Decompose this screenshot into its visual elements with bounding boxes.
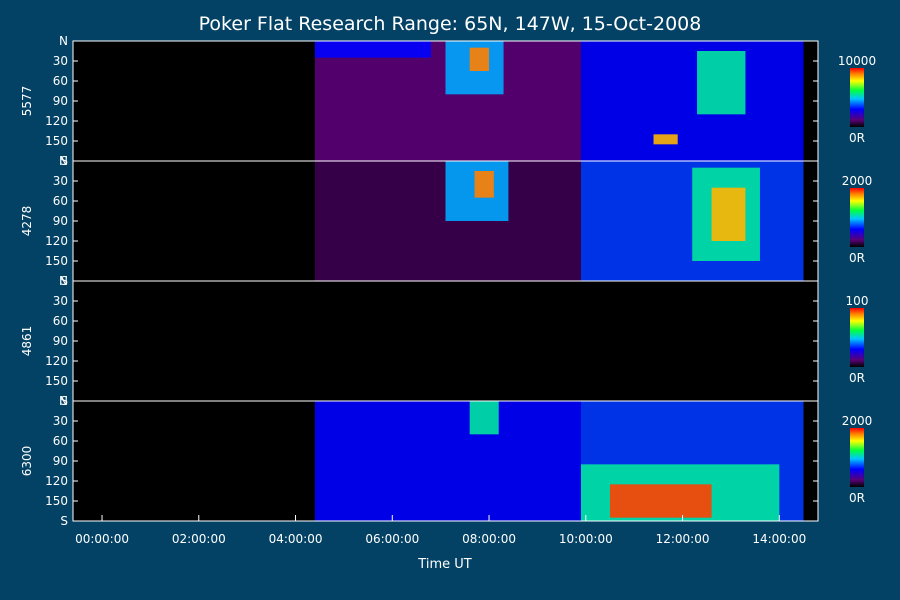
x-tick-label: 12:00:00 [656,532,710,546]
y-tick-label: 150 [45,134,68,148]
y-tick-label: 150 [45,374,68,388]
chart-title: Poker Flat Research Range: 65N, 147W, 15… [199,13,702,35]
y-tick-label: 150 [45,254,68,268]
emission-region [609,484,712,518]
x-tick-label: 08:00:00 [462,532,516,546]
y-tick-label: 120 [45,354,68,368]
colorbar-min-label: 0R [849,371,865,385]
panel-wavelength-label: 4861 [20,326,34,357]
panel-wavelength-label: 4278 [20,206,34,237]
panel-4278: 4278 N 30 60 90 120 150 S 2000 0R [20,154,872,288]
emission-region [580,41,804,161]
y-tick-label: 60 [53,74,68,88]
x-axis-label: Time UT [417,557,471,572]
panel-6300: 6300 N 30 60 90 120 150 S 2000 0R [20,394,872,528]
emission-region [697,51,746,115]
emission-region [653,134,678,145]
colorbar [850,68,864,127]
y-tick-label: 30 [53,414,68,428]
y-tick-label: 120 [45,114,68,128]
y-tick-label: 60 [53,194,68,208]
y-tick-label: S [60,274,68,288]
colorbar-min-label: 0R [849,131,865,145]
colorbar [850,428,864,487]
x-tick-label: 06:00:00 [365,532,419,546]
y-tick-label: 90 [53,214,68,228]
colorbar-max-label: 10000 [838,54,876,68]
emission-region [469,401,499,435]
emission-region [469,47,490,71]
colorbar-max-label: 2000 [842,174,873,188]
y-tick-label: 30 [53,54,68,68]
colorbar-min-label: 0R [849,491,865,505]
y-tick-label: 60 [53,434,68,448]
emission-region [314,41,431,58]
colorbar-min-label: 0R [849,251,865,265]
y-tick-label: S [60,154,68,168]
y-tick-label: N [59,394,68,408]
emission-region [314,401,581,521]
colorbar-max-label: 100 [846,294,869,308]
colorbar [850,188,864,247]
x-tick-label: 04:00:00 [269,532,323,546]
y-tick-label: 90 [53,454,68,468]
colorbar [850,308,864,367]
y-tick-label: 90 [53,94,68,108]
y-tick-label: 90 [53,334,68,348]
y-tick-label: N [59,154,68,168]
y-tick-label: 120 [45,474,68,488]
panel-4861: 4861 N 30 60 90 120 150 S 100 0R [20,274,868,408]
colorbar-max-label: 2000 [842,414,873,428]
x-tick-label: 02:00:00 [172,532,226,546]
y-tick-label: 150 [45,494,68,508]
x-tick-label: 14:00:00 [752,532,806,546]
emission-region [711,187,746,241]
emission-region [474,171,494,198]
y-tick-label: 30 [53,294,68,308]
panel-5577: 5577 N 30 60 90 120 150 S 10000 0R [20,34,876,168]
panel-plot-area [73,281,818,401]
panel-wavelength-label: 5577 [20,86,34,117]
y-tick-label: S [60,394,68,408]
x-tick-label: 10:00:00 [559,532,613,546]
y-tick-label: N [59,274,68,288]
x-tick-label: 00:00:00 [75,532,129,546]
panel-wavelength-label: 6300 [20,446,34,477]
y-tick-label: 120 [45,234,68,248]
y-tick-label: 30 [53,174,68,188]
y-tick-label: N [59,34,68,48]
y-tick-label: 60 [53,314,68,328]
y-tick-label: S [60,514,68,528]
